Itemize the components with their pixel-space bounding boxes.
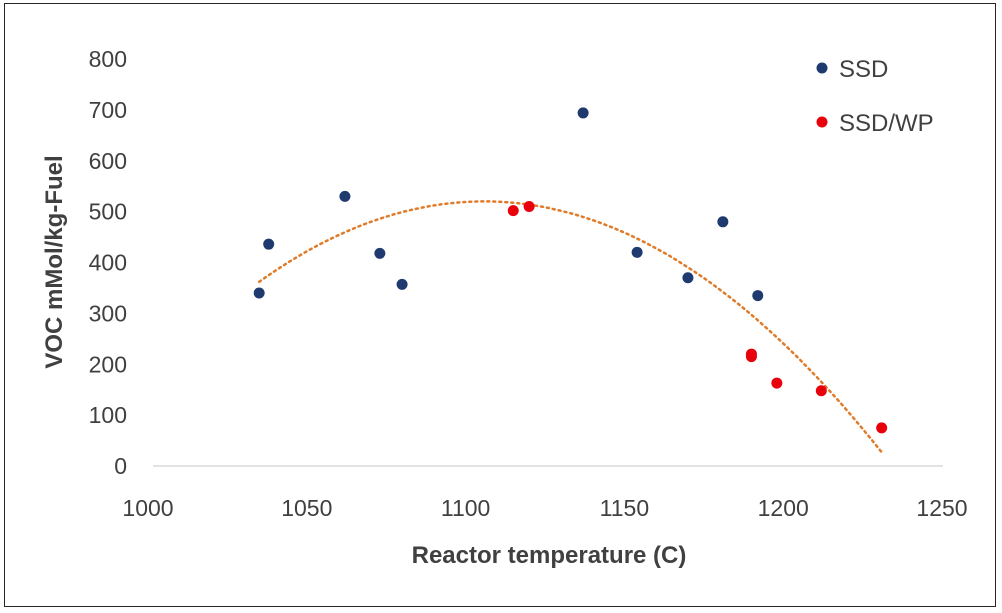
point-ssd-wp [745,351,757,363]
point-ssd [752,290,764,302]
point-ssd [253,287,265,299]
point-ssd [374,247,386,259]
y-axis-title: VOC mMol/kg-Fuel [41,155,68,368]
x-tick-labels: 1000 1050 1100 1150 1200 1250 [122,495,967,521]
point-ssd [339,190,351,202]
data-points [253,107,888,434]
y-tick-label: 400 [89,250,127,276]
point-ssd-wp [771,377,783,389]
legend: SSD SSD/WP [816,56,934,137]
point-ssd [263,238,275,250]
y-tick-label: 500 [89,199,127,225]
x-tick-label: 1000 [122,495,173,521]
x-tick-label: 1250 [916,495,967,521]
point-ssd [631,246,643,258]
trendline [257,200,883,454]
point-ssd [717,216,729,228]
x-tick-label: 1200 [758,495,809,521]
x-tick-label: 1050 [281,495,332,521]
point-ssd-wp [815,385,827,397]
y-tick-labels: 0 100 200 300 400 500 600 700 800 [89,46,127,479]
point-ssd [396,278,408,290]
x-axis-title: Reactor temperature (C) [412,542,687,569]
y-tick-label: 700 [89,97,127,123]
y-tick-label: 0 [114,453,127,479]
y-tick-label: 300 [89,300,127,326]
x-tick-label: 1100 [441,495,490,521]
y-tick-label: 200 [89,351,127,377]
point-ssd-wp [507,205,519,217]
legend-marker-ssd [816,62,828,74]
point-ssd-wp [523,201,535,213]
legend-marker-ssd-wp [816,116,828,128]
chart-frame [4,3,996,607]
y-tick-label: 100 [89,402,127,428]
point-ssd-wp [876,422,888,434]
point-ssd [682,272,694,284]
y-tick-label: 800 [89,46,127,72]
legend-label-ssd-wp: SSD/WP [839,110,934,137]
legend-label-ssd: SSD [839,56,888,83]
point-ssd [577,107,589,119]
y-tick-label: 600 [89,148,127,174]
x-tick-label: 1150 [600,495,649,521]
